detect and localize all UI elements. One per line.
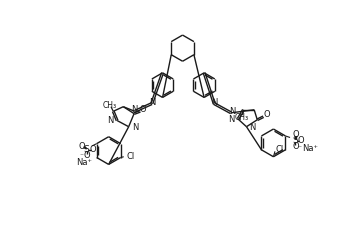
Text: ⁻: ⁻	[297, 144, 301, 153]
Text: N: N	[131, 105, 137, 114]
Text: O: O	[90, 145, 96, 154]
Text: N: N	[107, 116, 113, 125]
Text: S: S	[84, 145, 90, 154]
Text: O: O	[79, 142, 85, 151]
Text: N: N	[229, 107, 235, 116]
Text: O: O	[263, 110, 270, 119]
Text: O: O	[139, 105, 146, 114]
Text: N: N	[250, 123, 256, 132]
Text: N: N	[132, 123, 138, 132]
Text: Na⁺: Na⁺	[76, 158, 92, 167]
Text: O: O	[292, 130, 299, 139]
Text: CH₃: CH₃	[235, 113, 249, 122]
Text: Cl: Cl	[126, 152, 134, 161]
Text: N: N	[228, 114, 234, 123]
Text: N: N	[211, 98, 217, 107]
Text: Cl: Cl	[276, 145, 284, 154]
Text: ⁻: ⁻	[79, 152, 83, 161]
Text: S: S	[293, 136, 298, 145]
Text: CH₃: CH₃	[102, 101, 116, 110]
Text: Na⁺: Na⁺	[302, 144, 318, 153]
Text: N: N	[149, 98, 156, 107]
Text: O: O	[83, 152, 90, 161]
Text: O: O	[292, 142, 299, 151]
Text: O: O	[297, 136, 304, 145]
